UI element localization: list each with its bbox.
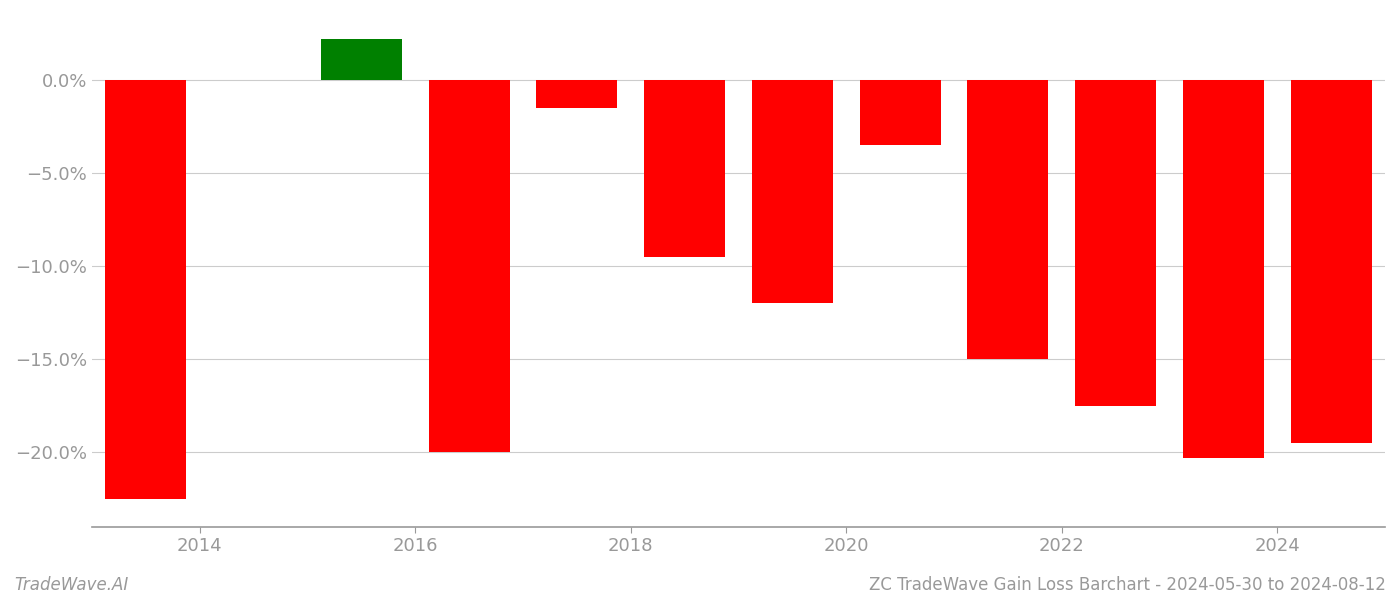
Text: ZC TradeWave Gain Loss Barchart - 2024-05-30 to 2024-08-12: ZC TradeWave Gain Loss Barchart - 2024-0… bbox=[869, 576, 1386, 594]
Bar bbox=[1075, 80, 1156, 406]
Bar bbox=[428, 80, 510, 452]
Bar bbox=[1183, 80, 1264, 458]
Bar bbox=[644, 80, 725, 257]
Bar bbox=[321, 39, 402, 80]
Bar bbox=[536, 80, 617, 108]
Bar bbox=[967, 80, 1049, 359]
Bar bbox=[105, 80, 186, 499]
Text: TradeWave.AI: TradeWave.AI bbox=[14, 576, 129, 594]
Bar bbox=[860, 80, 941, 145]
Bar bbox=[1291, 80, 1372, 443]
Bar bbox=[752, 80, 833, 304]
